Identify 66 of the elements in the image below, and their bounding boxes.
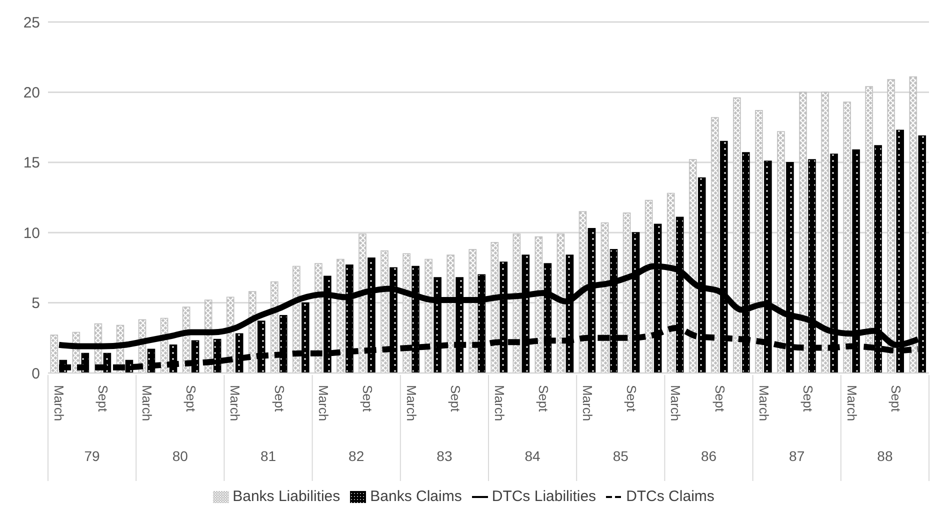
bar: [733, 97, 741, 373]
bar: [248, 291, 256, 373]
bar: [887, 79, 895, 373]
legend-label: DTCs Liabilities: [492, 488, 596, 505]
bar: [358, 234, 366, 373]
bar: [799, 92, 807, 373]
x-tick-label: Sept: [536, 384, 552, 412]
legend-label: DTCs Claims: [626, 488, 714, 505]
x-tick-label: March: [316, 384, 331, 422]
text: 85: [612, 448, 629, 464]
x-tick-label: Sept: [448, 384, 463, 412]
x-tick-label: Sept: [272, 384, 287, 412]
bar: [755, 110, 763, 373]
x-tick-label: Sept: [800, 384, 816, 412]
bar: [666, 192, 675, 373]
text: 86: [700, 448, 717, 464]
text: 80: [172, 448, 188, 464]
text: 87: [789, 448, 805, 464]
y-tick-label: 10: [23, 224, 40, 242]
legend-label: Banks Claims: [370, 488, 462, 505]
x-tick-label: Sept: [624, 384, 640, 412]
x-tick-label: March: [140, 384, 155, 422]
y-tick-label: 15: [23, 154, 40, 172]
x-tick-label: March: [228, 384, 243, 422]
y-tick-label: 0: [32, 365, 40, 382]
y-tick-label: 20: [23, 84, 40, 102]
x-tick-label: March: [580, 384, 596, 422]
x-tick-label: Sept: [712, 384, 728, 412]
bar: [50, 334, 58, 373]
text: 82: [348, 448, 364, 464]
bar: [843, 102, 851, 373]
bar: [909, 76, 918, 373]
text: 79: [84, 448, 100, 464]
x-tick-label: Sept: [888, 384, 904, 412]
bar: [688, 159, 697, 373]
text: 84: [524, 448, 541, 464]
text: 83: [436, 448, 452, 464]
bar: [424, 258, 432, 373]
x-tick-label: Sept: [360, 384, 375, 412]
y-tick-label: 5: [32, 295, 40, 312]
x-tick-label: Sept: [96, 384, 111, 412]
bar: [490, 242, 499, 373]
bar: [622, 212, 631, 373]
legend-label: Banks Liabilities: [232, 488, 340, 505]
bar: [534, 236, 543, 373]
x-tick-label: March: [492, 384, 508, 422]
bar: [777, 131, 785, 373]
bar: [446, 254, 454, 373]
bar: [710, 117, 719, 373]
x-tick-label: Sept: [184, 384, 199, 412]
bar: [468, 249, 477, 373]
x-tick-label: March: [756, 384, 772, 422]
x-tick-label: March: [668, 384, 684, 422]
bar: [336, 258, 344, 373]
bar: [644, 200, 653, 373]
text: 81: [260, 448, 276, 464]
x-tick-label: March: [52, 384, 67, 422]
bar: [865, 86, 873, 373]
bar: [270, 281, 278, 373]
y-tick-label: 25: [23, 14, 40, 32]
x-tick-label: March: [404, 384, 419, 422]
bar: [380, 250, 388, 373]
bar: [821, 92, 829, 373]
x-tick-label: March: [844, 384, 860, 422]
text: 88: [877, 448, 893, 464]
bar: [556, 234, 565, 373]
